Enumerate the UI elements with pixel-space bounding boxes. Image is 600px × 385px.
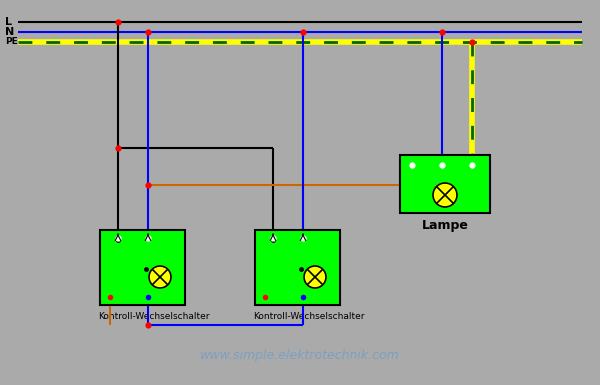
Bar xyxy=(400,155,490,213)
Text: N: N xyxy=(298,296,305,305)
Text: IN: IN xyxy=(438,154,446,163)
Text: L: L xyxy=(5,17,12,27)
Circle shape xyxy=(433,183,457,207)
Bar xyxy=(255,230,340,305)
Text: www.simple.elektrotechnik.com: www.simple.elektrotechnik.com xyxy=(200,348,400,362)
Text: L: L xyxy=(257,296,262,305)
Text: L: L xyxy=(102,296,107,305)
Text: N: N xyxy=(5,27,14,37)
Text: Kontroll-Wechselschalter: Kontroll-Wechselschalter xyxy=(253,312,365,321)
Circle shape xyxy=(304,266,326,288)
Bar xyxy=(100,230,185,305)
Text: IL: IL xyxy=(408,154,415,163)
Text: N: N xyxy=(143,296,150,305)
Text: PE: PE xyxy=(5,37,18,47)
Text: Kontroll-Wechselschalter: Kontroll-Wechselschalter xyxy=(98,312,209,321)
Circle shape xyxy=(149,266,171,288)
Text: Lampe: Lampe xyxy=(422,219,469,232)
Text: IPE: IPE xyxy=(466,154,478,163)
